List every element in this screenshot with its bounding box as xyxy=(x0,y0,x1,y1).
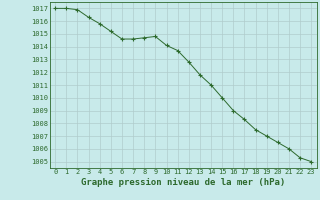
X-axis label: Graphe pression niveau de la mer (hPa): Graphe pression niveau de la mer (hPa) xyxy=(81,178,285,187)
